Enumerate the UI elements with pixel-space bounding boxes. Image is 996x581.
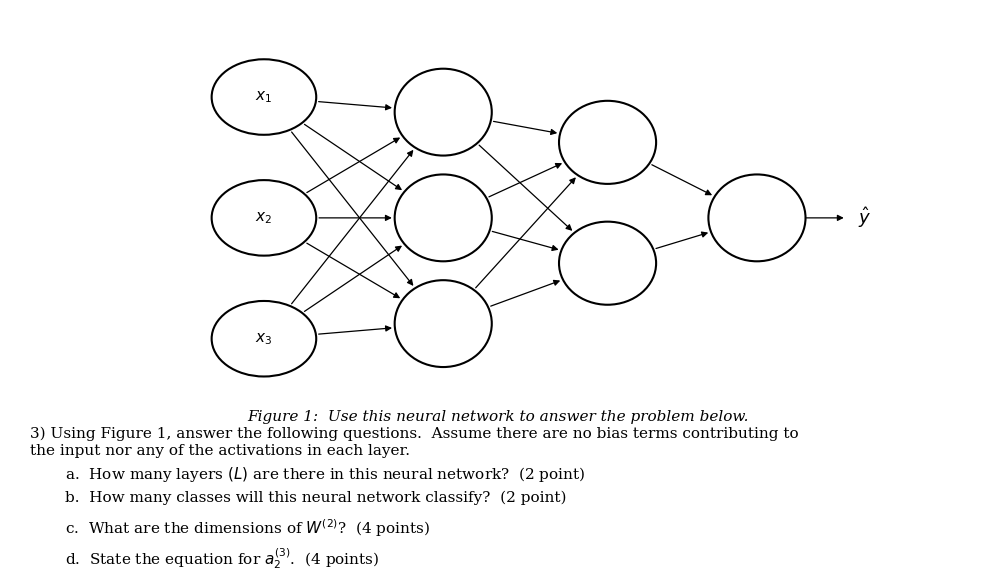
Ellipse shape [212,59,317,135]
Text: Figure 1:  Use this neural network to answer the problem below.: Figure 1: Use this neural network to ans… [247,410,749,424]
Ellipse shape [212,180,317,256]
Ellipse shape [559,221,656,304]
Ellipse shape [394,280,492,367]
Ellipse shape [559,101,656,184]
Text: $x_3$: $x_3$ [255,331,273,347]
Text: c.  What are the dimensions of $W^{(2)}$?  (4 points): c. What are the dimensions of $W^{(2)}$?… [65,517,430,539]
Text: 3) Using Figure 1, answer the following questions.  Assume there are no bias ter: 3) Using Figure 1, answer the following … [30,427,799,442]
Text: the input nor any of the activations in each layer.: the input nor any of the activations in … [30,444,410,458]
Text: $\hat{y}$: $\hat{y}$ [858,206,872,230]
Ellipse shape [394,174,492,261]
Text: b.  How many classes will this neural network classify?  (2 point): b. How many classes will this neural net… [65,491,567,505]
Text: d.  State the equation for $a_2^{(3)}$.  (4 points): d. State the equation for $a_2^{(3)}$. (… [65,546,379,571]
Text: a.  How many layers $(L)$ are there in this neural network?  (2 point): a. How many layers $(L)$ are there in th… [65,465,586,484]
Ellipse shape [394,69,492,156]
Ellipse shape [212,301,317,376]
Text: $x_1$: $x_1$ [255,89,273,105]
Ellipse shape [708,174,806,261]
Text: $x_2$: $x_2$ [255,210,273,226]
